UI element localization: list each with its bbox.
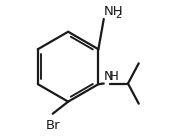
Text: 2: 2 <box>115 10 121 20</box>
Text: H: H <box>109 70 119 83</box>
Text: Br: Br <box>45 119 60 132</box>
Text: N: N <box>104 70 114 83</box>
Text: NH: NH <box>104 5 123 18</box>
